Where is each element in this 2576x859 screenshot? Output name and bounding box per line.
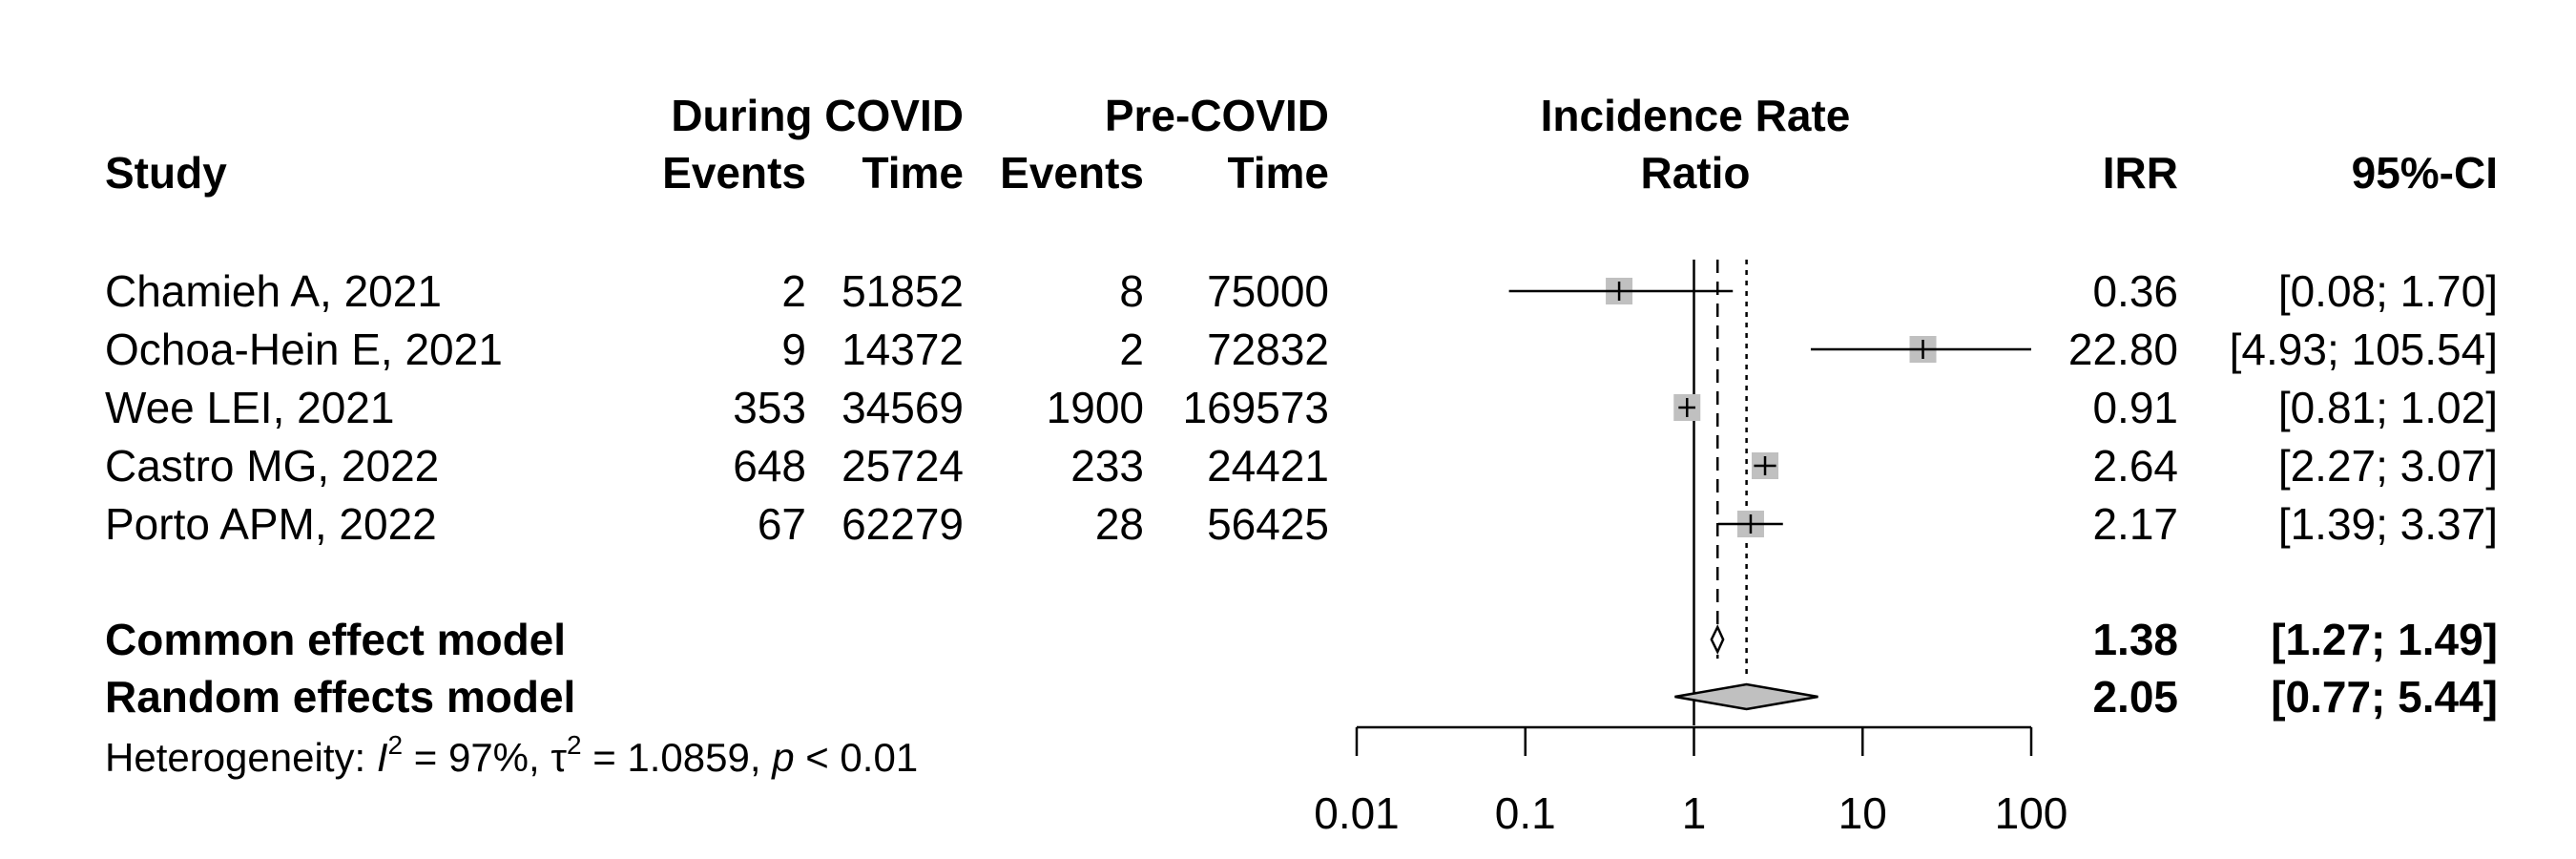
header-events1: Events	[662, 148, 806, 198]
model-irr-value: 1.38	[2092, 615, 2178, 664]
study-name: Wee LEI, 2021	[105, 383, 394, 432]
header-group1: During COVID	[671, 91, 964, 140]
model-irr-value: 2.05	[2092, 672, 2178, 722]
header-ci: 95%-CI	[2352, 148, 2498, 198]
table-header: During COVID Pre-COVID Incidence Rate St…	[105, 91, 2498, 198]
study-rows: Chamieh A, 2021 2 51852 8 75000 0.36 [0.08; 1.…	[105, 266, 2498, 549]
time-during: 34569	[841, 383, 964, 432]
study-name: Porto APM, 2022	[105, 499, 437, 549]
events-during: 648	[733, 441, 806, 491]
time-during: 62279	[841, 499, 964, 549]
time-pre: 169573	[1183, 383, 1330, 432]
ci-value: [1.39; 3.37]	[2278, 499, 2498, 549]
model-rows: Common effect model 1.38 [1.27; 1.49] Rando…	[105, 615, 2498, 722]
time-pre: 56425	[1207, 499, 1329, 549]
plot-area: 0.01 0.1 1 10 100	[1314, 260, 2067, 838]
events-pre: 8	[1119, 266, 1144, 316]
heterogeneity-text: Heterogeneity: I2 = 97%, τ2 = 1.0859, p …	[105, 730, 918, 780]
x-axis-tick-label: 0.1	[1495, 788, 1556, 838]
events-pre: 28	[1095, 499, 1144, 549]
header-irr: IRR	[2103, 148, 2178, 198]
header-group2: Pre-COVID	[1105, 91, 1329, 140]
header-time1: Time	[862, 148, 964, 198]
x-axis-tick-label: 100	[1995, 788, 2068, 838]
ci-value: [4.93; 105.54]	[2230, 325, 2498, 374]
irr-value: 2.17	[2092, 499, 2178, 549]
model-ci-value: [1.27; 1.49]	[2271, 615, 2498, 664]
study-name: Ochoa-Hein E, 2021	[105, 325, 503, 374]
events-pre: 1900	[1047, 383, 1144, 432]
header-plot-title-line1: Incidence Rate	[1541, 91, 1851, 140]
x-axis-tick-label: 10	[1839, 788, 1887, 838]
header-events2: Events	[1000, 148, 1144, 198]
model-label: Common effect model	[105, 615, 566, 664]
events-pre: 2	[1119, 325, 1144, 374]
study-name: Castro MG, 2022	[105, 441, 439, 491]
time-during: 51852	[841, 266, 964, 316]
time-during: 14372	[841, 325, 964, 374]
ci-value: [0.08; 1.70]	[2278, 266, 2498, 316]
events-pre: 233	[1070, 441, 1144, 491]
header-time2: Time	[1227, 148, 1329, 198]
header-plot-title-line2: Ratio	[1641, 148, 1751, 198]
irr-value: 22.80	[2068, 325, 2178, 374]
events-during: 9	[781, 325, 806, 374]
model-diamond	[1710, 624, 1725, 655]
ci-value: [2.27; 3.07]	[2278, 441, 2498, 491]
study-name: Chamieh A, 2021	[105, 266, 442, 316]
irr-value: 0.36	[2092, 266, 2178, 316]
time-pre: 75000	[1207, 266, 1329, 316]
model-diamond	[1674, 682, 1818, 711]
time-pre: 24421	[1207, 441, 1329, 491]
ci-value: [0.81; 1.02]	[2278, 383, 2498, 432]
irr-value: 2.64	[2092, 441, 2178, 491]
x-axis-tick-label: 1	[1682, 788, 1707, 838]
time-pre: 72832	[1207, 325, 1329, 374]
irr-value: 0.91	[2092, 383, 2178, 432]
model-ci-value: [0.77; 5.44]	[2271, 672, 2498, 722]
x-axis-tick-label: 0.01	[1314, 788, 1400, 838]
events-during: 2	[781, 266, 806, 316]
events-during: 353	[733, 383, 806, 432]
time-during: 25724	[841, 441, 964, 491]
events-during: 67	[758, 499, 806, 549]
model-label: Random effects model	[105, 672, 575, 722]
header-study: Study	[105, 148, 227, 198]
